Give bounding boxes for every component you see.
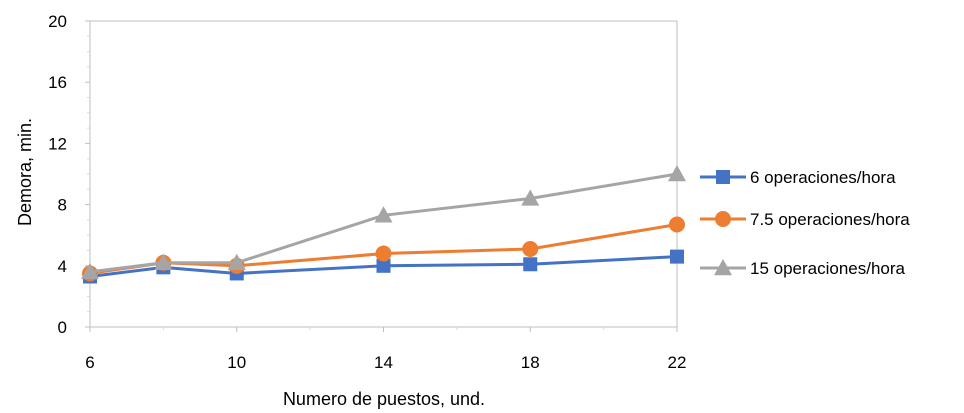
axes: 0 4 8 12 16 20 6 10 14 18 22 xyxy=(48,12,686,372)
data-point xyxy=(670,249,684,264)
x-tick-label: 22 xyxy=(668,353,687,372)
data-point xyxy=(375,245,392,262)
legend-item-2: 7.5 operaciones/hora xyxy=(700,210,910,229)
data-point xyxy=(669,216,685,233)
y-axis-title: Demora, min. xyxy=(15,118,35,226)
y-tick-label: 20 xyxy=(48,12,67,31)
series-line xyxy=(89,255,678,278)
x-tick-label: 18 xyxy=(521,353,540,372)
legend: 6 operaciones/hora 7.5 operaciones/hora 15… xyxy=(700,168,910,278)
data-point xyxy=(81,262,99,280)
y-tick-label: 12 xyxy=(48,134,67,153)
data-point xyxy=(376,258,391,273)
x-axis-title: Numero de puestos, und. xyxy=(283,389,485,409)
y-tick-label: 4 xyxy=(58,257,67,276)
data-point xyxy=(374,206,393,223)
y-tick-label: 0 xyxy=(58,318,67,337)
legend-marker xyxy=(715,211,731,227)
y-tick-label: 16 xyxy=(48,73,67,92)
data-point xyxy=(521,189,540,206)
data-point xyxy=(522,240,539,257)
data-point xyxy=(154,253,173,270)
data-point xyxy=(668,165,686,182)
legend-marker xyxy=(716,170,730,184)
series-line xyxy=(89,172,678,274)
legend-label: 15 operaciones/hora xyxy=(750,259,906,278)
legend-item-1: 6 operaciones/hora xyxy=(700,168,896,187)
series-3 xyxy=(81,165,686,280)
legend-marker xyxy=(714,259,732,276)
legend-label: 7.5 operaciones/hora xyxy=(750,210,910,229)
legend-item-3: 15 operaciones/hora xyxy=(700,259,906,278)
legend-label: 6 operaciones/hora xyxy=(750,168,896,187)
data-point xyxy=(523,257,538,272)
x-tick-label: 14 xyxy=(374,353,393,372)
y-tick-label: 8 xyxy=(58,196,67,215)
x-tick-label: 10 xyxy=(227,353,246,372)
data-point xyxy=(227,253,246,270)
x-tick-label: 6 xyxy=(85,353,94,372)
series-layer xyxy=(81,165,686,284)
